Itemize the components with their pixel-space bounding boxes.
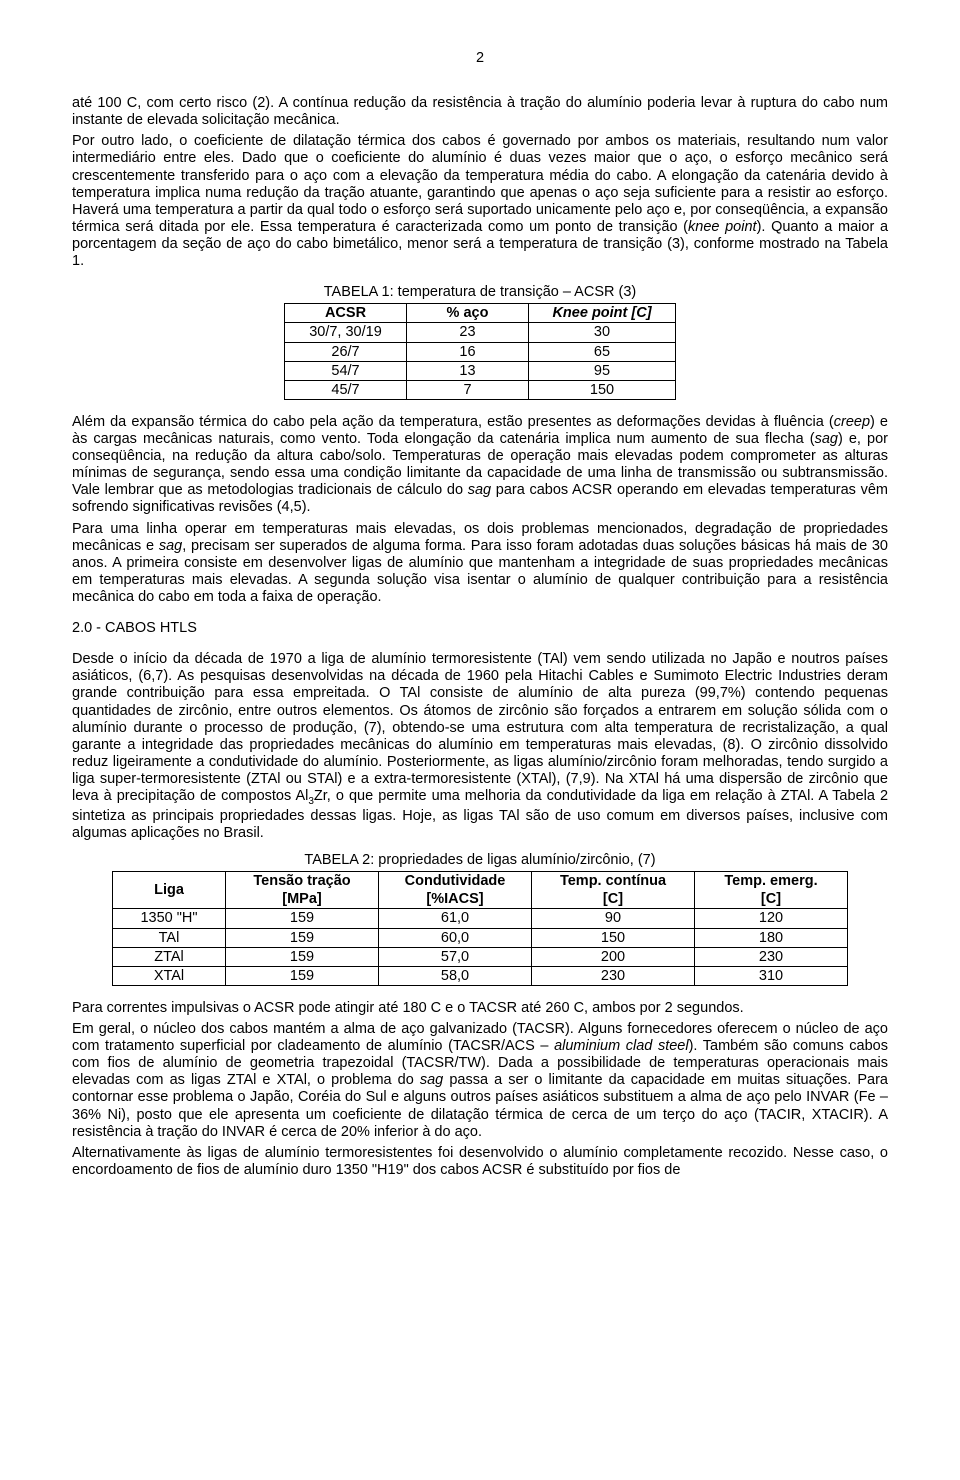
cell: 120 — [695, 909, 848, 928]
cell: 23 — [407, 323, 529, 342]
table-row: 30/7, 30/192330 — [285, 323, 676, 342]
cell: 61,0 — [379, 909, 532, 928]
table2-caption: TABELA 2: propriedades de ligas alumínio… — [72, 852, 888, 869]
table-header-row: ACSR % aço Knee point [C] — [285, 304, 676, 323]
text: [C] — [603, 891, 623, 907]
text: Temp. emerg. — [724, 873, 817, 889]
paragraph-6: Para correntes impulsivas o ACSR pode at… — [72, 1000, 888, 1017]
paragraph-4: Para uma linha operar em temperaturas ma… — [72, 521, 888, 607]
text: Além da expansão térmica do cabo pela aç… — [72, 414, 834, 430]
table-row: 26/71665 — [285, 342, 676, 361]
cell: 230 — [532, 966, 695, 985]
cell: 95 — [529, 361, 676, 380]
cell: 310 — [695, 966, 848, 985]
table-row: XTAl15958,0230310 — [113, 966, 848, 985]
text: [MPa] — [282, 891, 321, 907]
text: , precisam ser superados de alguma forma… — [72, 538, 888, 605]
cell: ZTAl — [113, 947, 226, 966]
paragraph-5: Desde o início da década de 1970 a liga … — [72, 651, 888, 842]
cell: 45/7 — [285, 380, 407, 399]
cell: 57,0 — [379, 947, 532, 966]
cell: 65 — [529, 342, 676, 361]
page-number: 2 — [72, 50, 888, 67]
cell: XTAl — [113, 966, 226, 985]
sag-term: sag — [159, 538, 182, 554]
paragraph-3: Além da expansão térmica do cabo pela aç… — [72, 414, 888, 517]
cell: 150 — [532, 928, 695, 947]
knee-header-text: Knee point [C] — [552, 305, 651, 321]
text: Condutividade — [405, 873, 506, 889]
section-2-heading: 2.0 - CABOS HTLS — [72, 620, 888, 637]
cell: 150 — [529, 380, 676, 399]
text: [C] — [761, 891, 781, 907]
cell: 30 — [529, 323, 676, 342]
th-temp-cont: Temp. contínua [C] — [532, 872, 695, 909]
table-1: ACSR % aço Knee point [C] 30/7, 30/19233… — [284, 303, 676, 400]
th-acsr: ACSR — [285, 304, 407, 323]
cell: 230 — [695, 947, 848, 966]
cell: 26/7 — [285, 342, 407, 361]
th-liga: Liga — [113, 872, 226, 909]
table-row: 45/77150 — [285, 380, 676, 399]
sag-term: sag — [815, 431, 838, 447]
table1-caption: TABELA 1: temperatura de transição – ACS… — [72, 284, 888, 301]
cell: 1350 "H" — [113, 909, 226, 928]
th-tensao: Tensão tração [MPa] — [226, 872, 379, 909]
text: Desde o início da década de 1970 a liga … — [72, 651, 888, 804]
table-row: 1350 "H"15961,090120 — [113, 909, 848, 928]
cell: 60,0 — [379, 928, 532, 947]
cell: 159 — [226, 947, 379, 966]
th-knee: Knee point [C] — [529, 304, 676, 323]
text: Temp. contínua — [560, 873, 666, 889]
paragraph-8: Alternativamente às ligas de alumínio te… — [72, 1145, 888, 1179]
knee-point-term: knee point — [688, 219, 757, 235]
th-temp-emerg: Temp. emerg. [C] — [695, 872, 848, 909]
cell: 159 — [226, 966, 379, 985]
table-2: Liga Tensão tração [MPa] Condutividade [%I… — [112, 871, 848, 986]
sag-term: sag — [420, 1072, 443, 1088]
cell: TAl — [113, 928, 226, 947]
creep-term: creep — [834, 414, 870, 430]
cell: 159 — [226, 928, 379, 947]
cell: 13 — [407, 361, 529, 380]
th-pct-aco: % aço — [407, 304, 529, 323]
cell: 90 — [532, 909, 695, 928]
text: Tensão tração — [253, 873, 350, 889]
text: Liga — [154, 882, 184, 898]
cell: 30/7, 30/19 — [285, 323, 407, 342]
table-row: TAl15960,0150180 — [113, 928, 848, 947]
sag-term: sag — [468, 482, 491, 498]
cell: 58,0 — [379, 966, 532, 985]
cell: 7 — [407, 380, 529, 399]
table-row: 54/71395 — [285, 361, 676, 380]
cell: 200 — [532, 947, 695, 966]
paragraph-1: até 100 C, com certo risco (2). A contín… — [72, 95, 888, 129]
cell: 159 — [226, 909, 379, 928]
text: [%IACS] — [426, 891, 483, 907]
paragraph-7: Em geral, o núcleo dos cabos mantém a al… — [72, 1021, 888, 1141]
table-row: ZTAl15957,0200230 — [113, 947, 848, 966]
cell: 16 — [407, 342, 529, 361]
th-condut: Condutividade [%IACS] — [379, 872, 532, 909]
paragraph-2: Por outro lado, o coeficiente de dilataç… — [72, 133, 888, 270]
cell: 54/7 — [285, 361, 407, 380]
cell: 180 — [695, 928, 848, 947]
table-header-row: Liga Tensão tração [MPa] Condutividade [%I… — [113, 872, 848, 909]
aluminium-clad-term: aluminium clad steel — [554, 1038, 689, 1054]
